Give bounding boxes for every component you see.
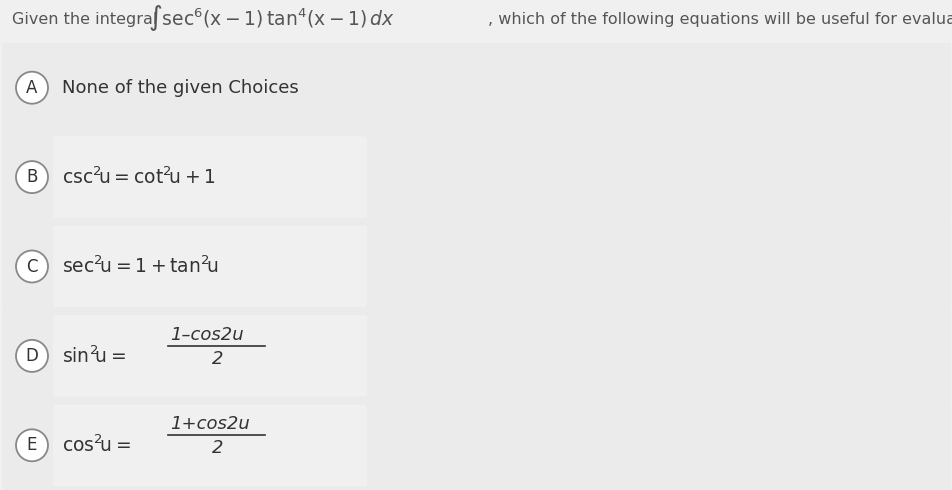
- Text: 1+cos2u: 1+cos2u: [169, 416, 249, 433]
- Circle shape: [16, 340, 48, 372]
- Text: D: D: [26, 347, 38, 365]
- Circle shape: [16, 72, 48, 104]
- Circle shape: [16, 250, 48, 283]
- Text: $\mathsf{cos^2\!u = }$: $\mathsf{cos^2\!u = }$: [62, 435, 130, 456]
- FancyBboxPatch shape: [2, 222, 950, 311]
- Text: $\mathsf{sec^2\!u = 1+tan^2\!u}$: $\mathsf{sec^2\!u = 1+tan^2\!u}$: [62, 256, 218, 277]
- Text: 2: 2: [211, 350, 223, 368]
- Text: None of the given Choices: None of the given Choices: [62, 79, 298, 97]
- FancyBboxPatch shape: [53, 405, 367, 486]
- Text: Given the integral: Given the integral: [12, 13, 157, 27]
- Text: $\mathsf{csc^2\!u = cot^2\!u+1}$: $\mathsf{csc^2\!u = cot^2\!u+1}$: [62, 166, 215, 188]
- Text: $\mathsf{sin^2\!u = }$: $\mathsf{sin^2\!u = }$: [62, 345, 126, 367]
- Circle shape: [16, 161, 48, 193]
- FancyBboxPatch shape: [2, 401, 950, 490]
- Text: 1–cos2u: 1–cos2u: [169, 326, 244, 344]
- FancyBboxPatch shape: [53, 226, 367, 307]
- Text: 2: 2: [211, 440, 223, 457]
- Text: $\int \mathsf{sec}^{\mathsf{6}}\mathsf{(x-1)\,tan}^{\mathsf{4}}\mathsf{(x-1)\,}d: $\int \mathsf{sec}^{\mathsf{6}}\mathsf{(…: [148, 3, 394, 33]
- Text: , which of the following equations will be useful for evaluation?: , which of the following equations will …: [487, 13, 952, 27]
- FancyBboxPatch shape: [2, 43, 950, 132]
- Text: B: B: [27, 168, 38, 186]
- Text: E: E: [27, 436, 37, 454]
- Text: C: C: [27, 258, 38, 275]
- FancyBboxPatch shape: [2, 311, 950, 401]
- FancyBboxPatch shape: [2, 132, 950, 222]
- Text: A: A: [27, 79, 38, 97]
- FancyBboxPatch shape: [53, 315, 367, 396]
- FancyBboxPatch shape: [53, 136, 367, 218]
- Circle shape: [16, 429, 48, 461]
